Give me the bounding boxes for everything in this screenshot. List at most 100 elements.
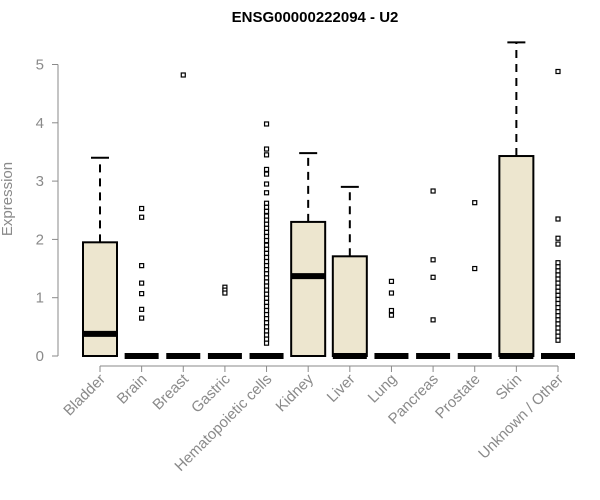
outlier-point [430, 317, 436, 323]
outlier-point [555, 235, 561, 241]
outlier-point [555, 68, 561, 75]
outlier-point [472, 200, 478, 206]
outlier-point [555, 309, 561, 315]
outlier-point [263, 320, 270, 326]
outlier-point [430, 274, 436, 280]
y-tick-label: 0 [36, 348, 44, 365]
outlier-point [263, 254, 270, 261]
outlier-point [263, 324, 270, 330]
outlier-point [263, 307, 270, 314]
outlier-point [139, 214, 145, 220]
outlier-point [555, 321, 561, 327]
outlier-point [263, 316, 270, 322]
outlier-point [263, 283, 270, 289]
outlier-point [139, 306, 145, 312]
outlier-point [430, 257, 436, 263]
outlier-point [263, 171, 270, 177]
outlier-point [263, 213, 270, 219]
box-lung [374, 278, 409, 359]
chart-title: ENSG00000222094 - U2 [232, 9, 399, 26]
outlier-point [263, 258, 270, 265]
outlier-point [555, 292, 561, 298]
x-tick-label: Kidney [273, 370, 318, 415]
x-tick-label: Prostate [432, 371, 484, 423]
outlier-point [555, 276, 561, 282]
outlier-point [263, 229, 270, 236]
outlier-point [222, 290, 228, 296]
outlier-point [388, 312, 395, 318]
y-axis: 0 1 2 3 4 5 [36, 57, 59, 365]
outlier-point [555, 325, 561, 331]
box-brain [124, 205, 159, 359]
box-pancreas [416, 188, 451, 359]
outlier-point [263, 181, 270, 187]
outlier-point [430, 188, 436, 194]
x-tick-label: Lung [365, 371, 401, 407]
outlier-point [388, 278, 395, 284]
boxes-group [82, 41, 575, 359]
y-tick-label: 1 [36, 290, 44, 307]
outlier-point [555, 288, 561, 294]
outlier-point [472, 265, 478, 272]
outlier-point [180, 72, 186, 78]
outlier-point [263, 287, 270, 293]
box-prostate [457, 200, 492, 359]
outlier-point [139, 291, 145, 297]
outlier-point [263, 303, 270, 310]
outlier-point [263, 225, 270, 231]
x-tick-label: Liver [324, 371, 359, 406]
outlier-point [555, 216, 561, 222]
outlier-point [263, 217, 270, 223]
box-bladder [82, 156, 118, 357]
box-skin [498, 41, 535, 359]
outlier-point [555, 264, 561, 270]
y-axis-label: Expression [0, 162, 16, 236]
box-unknown-other [541, 68, 575, 359]
box-rect [82, 241, 118, 357]
x-tick-label: Skin [493, 371, 526, 404]
outlier-point [555, 260, 561, 266]
outlier-point [263, 242, 270, 248]
box-rect [331, 255, 368, 358]
outlier-point [263, 328, 270, 334]
outlier-point [388, 290, 395, 296]
x-tick-label: Breast [149, 370, 192, 413]
outlier-point [263, 200, 270, 206]
outlier-point [263, 208, 270, 215]
box-rect [290, 220, 327, 357]
outlier-point [555, 272, 561, 278]
outlier-point [555, 280, 561, 286]
outlier-point [263, 299, 270, 305]
x-tick-label: Bladder [60, 371, 109, 420]
box-breast [166, 72, 201, 359]
outlier-point [555, 268, 561, 274]
outlier-point [555, 284, 561, 290]
outlier-point [555, 333, 561, 339]
outlier-point [555, 241, 561, 247]
outlier-point [555, 313, 561, 319]
outlier-point [263, 233, 270, 240]
outlier-point [263, 295, 270, 301]
outlier-point [263, 237, 270, 244]
outlier-point [263, 291, 270, 297]
box-liver [331, 185, 368, 359]
y-tick-label: 5 [36, 57, 44, 74]
outlier-point [555, 329, 561, 335]
x-tick-label: Brain [114, 371, 151, 408]
box-hematopoietic-cells [249, 121, 284, 359]
outlier-point [555, 296, 561, 303]
outlier-point [263, 332, 270, 338]
outlier-point [263, 221, 270, 227]
outlier-point [263, 267, 270, 273]
outlier-point [263, 275, 270, 281]
outlier-point [263, 152, 270, 158]
outlier-point [263, 190, 270, 196]
y-tick-label: 2 [36, 231, 44, 248]
outlier-point [263, 336, 270, 342]
outlier-point [263, 250, 270, 256]
outlier-point [139, 280, 145, 286]
outlier-point [263, 271, 270, 277]
outlier-point [263, 340, 270, 346]
outlier-point [263, 279, 270, 285]
